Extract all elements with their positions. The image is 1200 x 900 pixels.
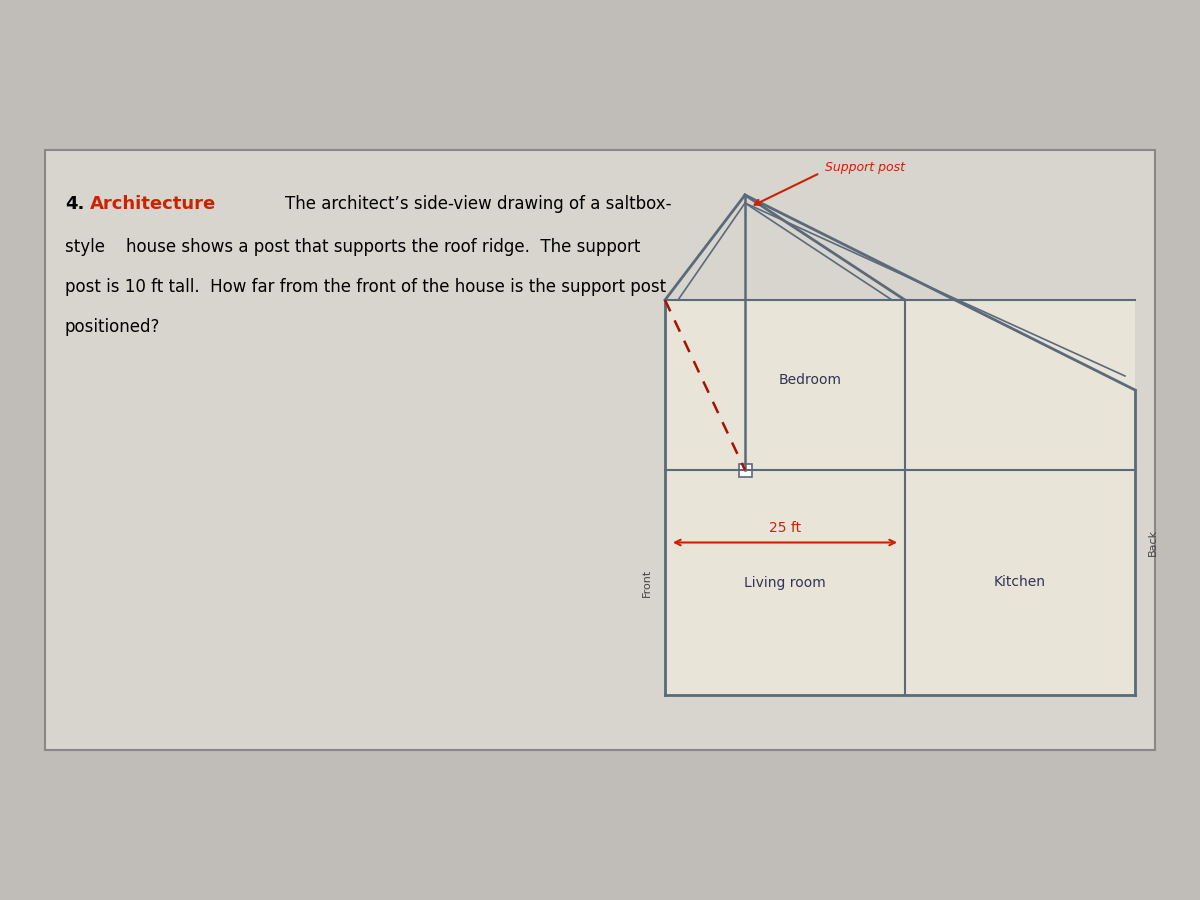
FancyBboxPatch shape (46, 150, 1154, 750)
Text: Support post: Support post (826, 160, 905, 174)
FancyBboxPatch shape (665, 300, 1135, 695)
Text: 25 ft: 25 ft (769, 520, 802, 535)
Text: Bedroom: Bedroom (779, 373, 841, 387)
Text: Architecture: Architecture (90, 195, 216, 213)
Text: post is 10 ft tall.  How far from the front of the house is the support post: post is 10 ft tall. How far from the fro… (65, 278, 666, 296)
Text: Back: Back (1148, 529, 1158, 556)
Text: Front: Front (642, 569, 652, 597)
Text: Kitchen: Kitchen (994, 575, 1046, 590)
Text: 4.: 4. (65, 195, 84, 213)
Text: style    house shows a post that supports the roof ridge.  The support: style house shows a post that supports t… (65, 238, 641, 256)
Bar (738, 464, 751, 476)
Text: positioned?: positioned? (65, 318, 161, 336)
Text: Living room: Living room (744, 575, 826, 590)
Text: The architect’s side-view drawing of a saltbox-: The architect’s side-view drawing of a s… (286, 195, 672, 213)
